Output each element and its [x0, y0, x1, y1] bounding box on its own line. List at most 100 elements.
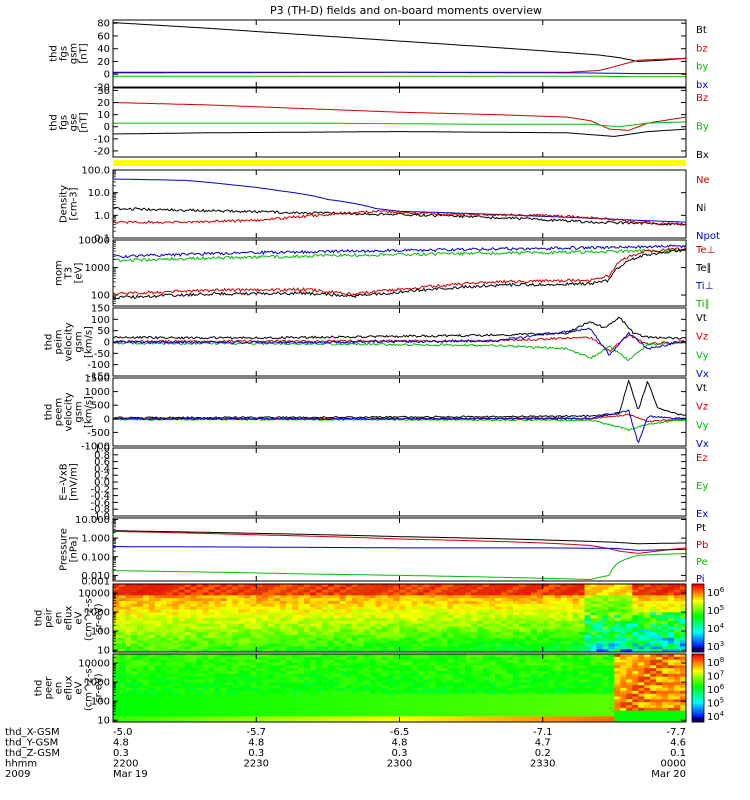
spectrogram-cell [632, 609, 639, 613]
spectrogram-cell [518, 589, 526, 593]
spectrogram-cell [327, 618, 335, 622]
spectrogram-cell [345, 682, 353, 686]
spectrogram-cell [626, 606, 633, 610]
spectrogram-cell [524, 606, 532, 610]
spectrogram-cell [417, 699, 424, 703]
y-tick-label: -0.4 [90, 491, 110, 502]
spectrogram-cell [518, 682, 526, 686]
spectrogram-cell [495, 646, 502, 650]
spectrogram-cell [536, 713, 544, 717]
spectrogram-cell [178, 654, 186, 658]
spectrogram-cell [429, 592, 436, 596]
spectrogram-cell [238, 649, 245, 653]
spectrogram-cell [536, 693, 544, 697]
spectrogram-cell [518, 656, 526, 661]
spectrogram-cell [178, 682, 186, 686]
spectrogram-cell [572, 595, 580, 599]
spectrogram-cell [196, 649, 204, 653]
spectrogram-cell [530, 679, 538, 683]
spectrogram-cell [118, 676, 126, 680]
spectrogram-cell [644, 584, 651, 588]
spectrogram-cell [250, 707, 257, 712]
spectrogram-cell [190, 665, 198, 669]
spectrogram-cell [566, 654, 574, 658]
spectrogram-cell [590, 699, 597, 703]
spectrogram-cell [584, 696, 591, 700]
spectrogram-cell [417, 592, 424, 596]
spectrogram-cell [656, 640, 663, 644]
spectrogram-cell [363, 589, 371, 593]
spectrogram-cell [369, 612, 377, 616]
spectrogram-cell [214, 643, 221, 647]
spectrogram-cell [453, 601, 460, 605]
spectrogram-cell [286, 699, 293, 703]
spectrogram-cell [363, 710, 371, 714]
spectrogram-cell [292, 656, 299, 661]
spectrogram-cell [118, 592, 126, 596]
spectrogram-cell [387, 716, 395, 720]
spectrogram-cell [411, 668, 418, 672]
y-tick-label: -0.8 [90, 505, 110, 516]
spectrogram-cell [435, 635, 442, 639]
spectrogram-cell [184, 719, 192, 723]
spectrogram-cell [584, 618, 591, 622]
spectrogram-cell [214, 629, 221, 633]
spectrogram-cell [113, 716, 120, 720]
spectrogram-cell [495, 595, 502, 599]
spectrogram-cell [554, 646, 562, 650]
spectrogram-cell [369, 586, 377, 591]
spectrogram-cell [644, 713, 651, 717]
spectrogram-cell [262, 705, 269, 709]
spectrogram-cell [608, 696, 615, 700]
spectrogram-cell [524, 626, 532, 630]
spectrogram-cell [584, 584, 591, 588]
spectrogram-cell [644, 662, 651, 666]
spectrogram-cell [178, 632, 186, 636]
spectrogram-cell [387, 598, 395, 602]
spectrogram-cell [638, 589, 645, 593]
spectrogram-cell [393, 710, 400, 714]
spectrogram-cell [208, 659, 215, 663]
spectrogram-cell [680, 606, 687, 610]
spectrogram-cell [614, 609, 621, 613]
spectrogram-cell [357, 671, 365, 675]
spectrogram-cell [435, 586, 442, 591]
spectrogram-cell [459, 598, 466, 602]
spectrogram-cell [124, 646, 132, 650]
spectrogram-cell [280, 632, 287, 636]
spectrogram-cell [620, 632, 627, 636]
spectrogram-cell [113, 659, 120, 663]
spectrogram-cell [148, 676, 156, 680]
spectrogram-cell [184, 646, 192, 650]
spectrogram-cell [471, 665, 478, 669]
spectrogram-cell [351, 637, 359, 642]
spectrogram-cell [154, 685, 162, 689]
spectrogram-cell [471, 659, 478, 663]
spectrogram-cell [584, 682, 591, 686]
spectrogram-cell [196, 637, 204, 642]
spectrogram-cell [578, 623, 586, 627]
spectrogram-cell [244, 615, 251, 619]
spectrogram-cell [602, 609, 609, 613]
spectrogram-cell [118, 665, 126, 669]
spectrogram-cell [256, 693, 263, 697]
spectrogram-cell [465, 668, 472, 672]
spectrogram-cell [298, 615, 305, 619]
spectrogram-cell [184, 671, 192, 675]
spectrogram-cell [196, 592, 204, 596]
spectrogram-cell [393, 705, 400, 709]
spectrogram-cell [178, 609, 186, 613]
spectrogram-cell [662, 632, 669, 636]
spectrogram-cell [632, 612, 639, 616]
spectrogram-cell [208, 629, 215, 633]
spectrogram-cell [154, 601, 162, 605]
spectrogram-cell [130, 606, 138, 610]
spectrogram-cell [441, 679, 448, 683]
spectrogram-cell [542, 595, 550, 599]
spectrogram-cell [315, 612, 323, 616]
spectrogram-cell [357, 612, 365, 616]
spectrogram-cell [148, 640, 156, 644]
spectrogram-cell [142, 635, 150, 639]
y-tick-label: 100.0 [81, 166, 110, 177]
spectrogram-cell [142, 676, 150, 680]
